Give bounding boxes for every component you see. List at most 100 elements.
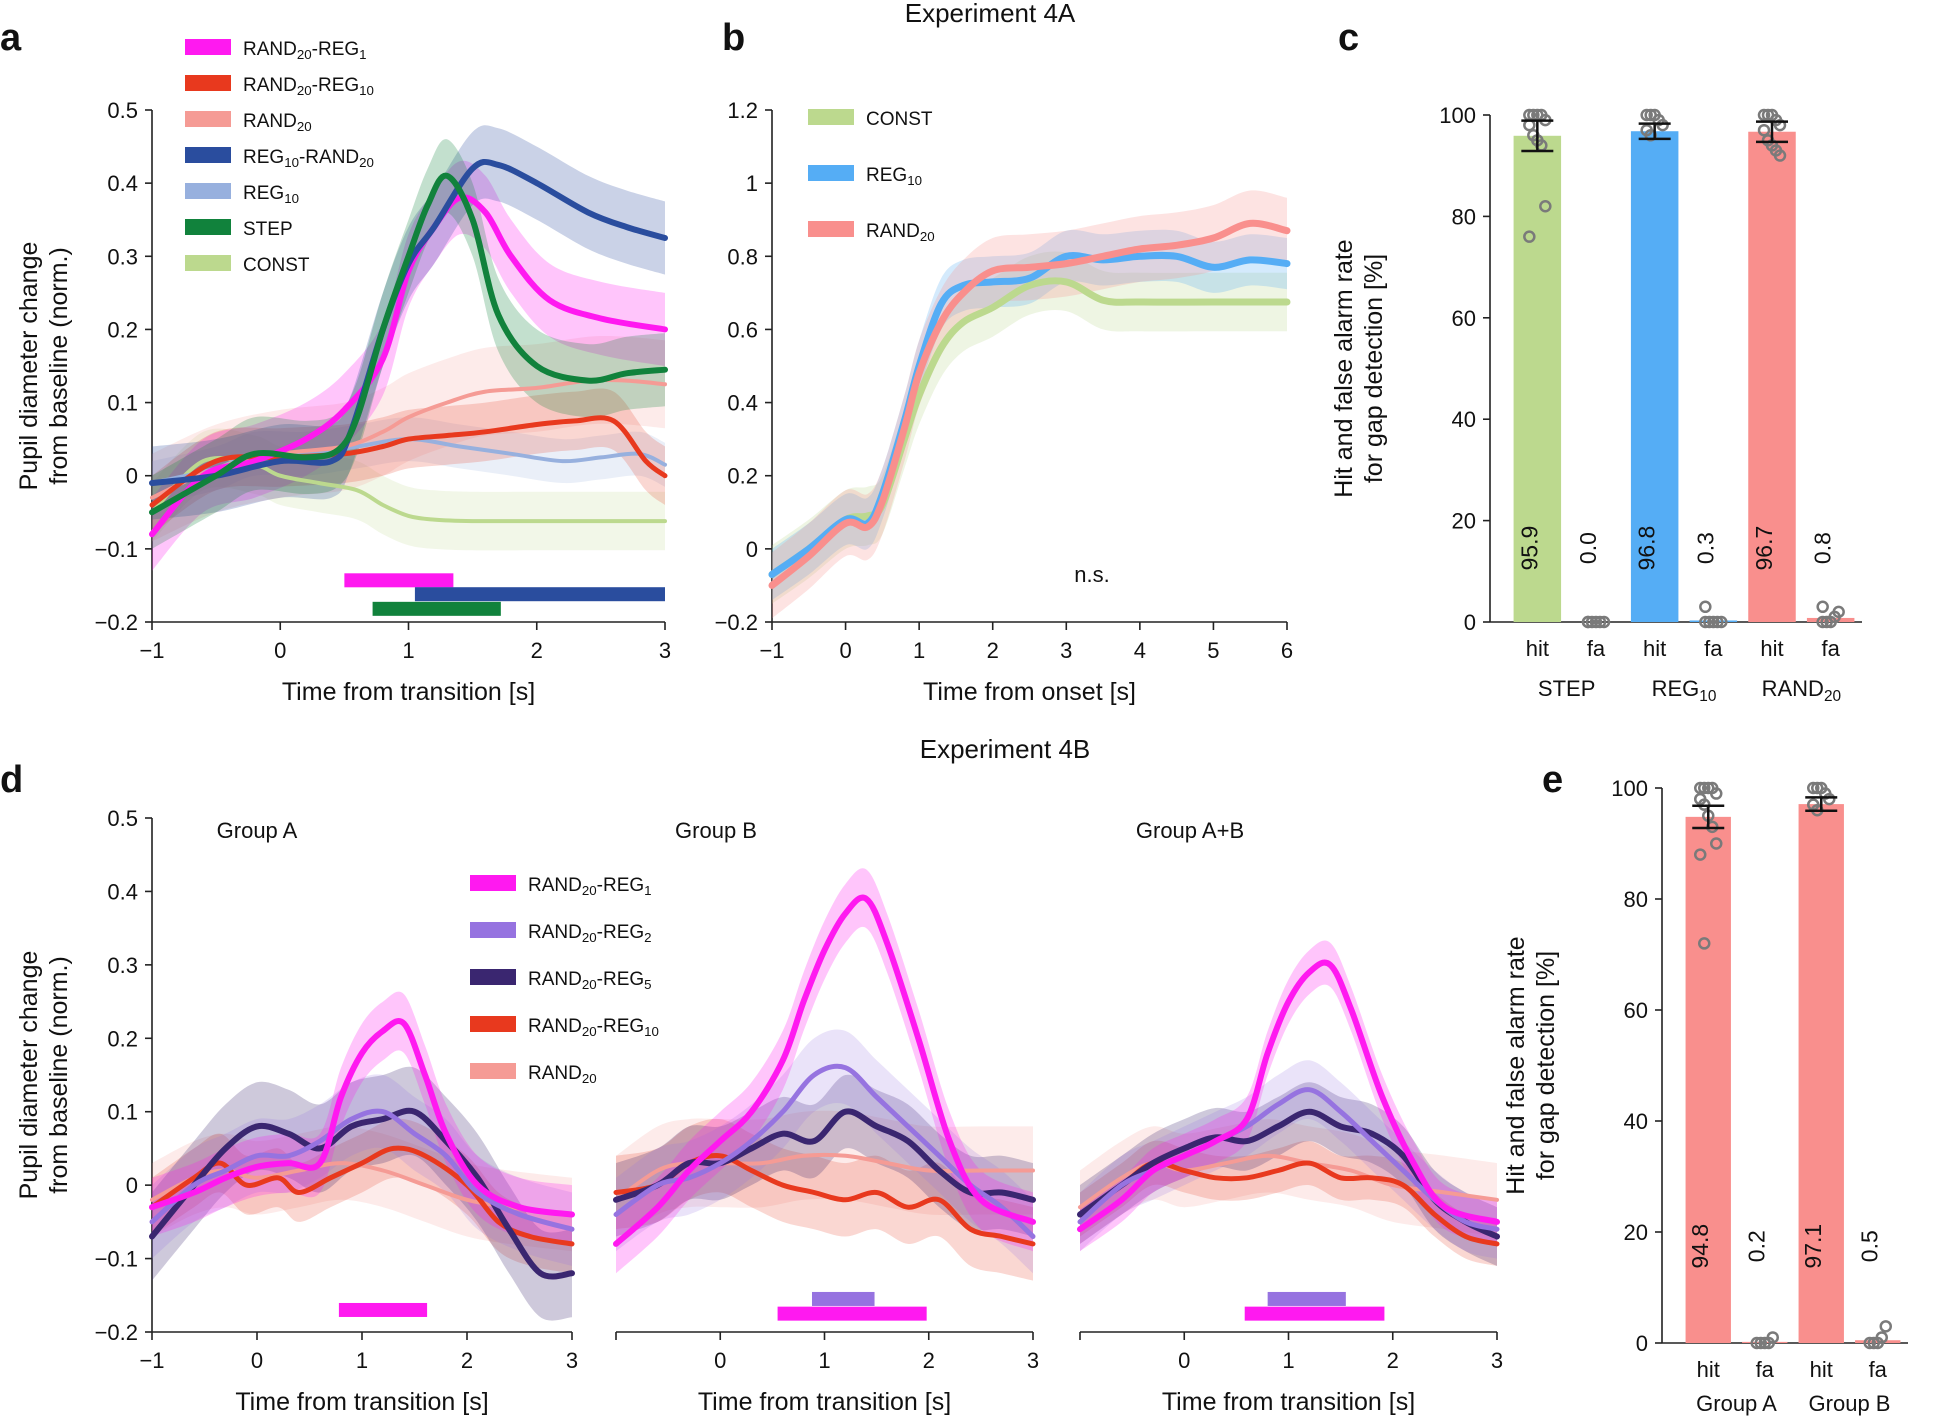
category-label: fa xyxy=(1821,636,1840,661)
y-axis-label: Pupil diameter change xyxy=(15,951,43,1200)
legend-swatch xyxy=(185,39,231,55)
error-band-const xyxy=(772,251,1287,604)
legend-label: REG10 xyxy=(243,183,299,206)
y-tick-label: 20 xyxy=(1624,1220,1648,1245)
legend-label: RAND20-REG1 xyxy=(528,875,652,898)
x-tick-label: 4 xyxy=(1134,638,1146,663)
series-line-rand20-reg5 xyxy=(149,1107,575,1280)
y-tick-label: 0 xyxy=(1636,1331,1648,1356)
subscript: 20 xyxy=(920,229,935,244)
category-label: hit xyxy=(1810,1357,1833,1382)
data-point xyxy=(1710,837,1723,850)
y-tick-label: 0 xyxy=(1464,610,1476,635)
legend-label: STEP xyxy=(243,219,293,240)
data-point xyxy=(1597,615,1611,629)
data-point xyxy=(1589,615,1603,629)
category-label: hit xyxy=(1643,636,1666,661)
legend-swatch xyxy=(470,1063,516,1079)
significance-bar xyxy=(344,573,454,588)
category-label: hit xyxy=(1697,1357,1720,1382)
y-tick-label: −0.2 xyxy=(715,610,758,635)
legend-label: CONST xyxy=(866,109,933,130)
y-axis-label: Hit and false alarm rate xyxy=(1330,239,1358,497)
data-point xyxy=(1656,118,1669,132)
x-tick-label: −1 xyxy=(759,638,784,663)
chart-panel-a: −0.2 −0.1 0 0.1 0.2 0.3 0.4 0.5 −1 0 1 2 3 Time from … xyxy=(15,39,671,706)
data-point xyxy=(1823,792,1836,806)
label-part: RAND xyxy=(528,1016,582,1037)
chart-panel-d-group-a: −0.2 −0.1 0 0.1 0.2 0.3 0.4 0.5 −1 0 1 2 3 Time from … xyxy=(15,806,659,1416)
category-label: fa xyxy=(1869,1357,1888,1382)
legend-swatch xyxy=(808,221,854,237)
group-label: REG10 xyxy=(1652,676,1717,705)
label-part: RAND xyxy=(528,922,582,943)
label-part: -RAND xyxy=(299,147,359,168)
data-point xyxy=(1694,848,1707,861)
data-point xyxy=(1539,200,1552,213)
data-point xyxy=(1710,787,1723,800)
subscript: 20 xyxy=(297,83,312,98)
x-tick-label: −1 xyxy=(139,638,164,663)
label-part: RAND xyxy=(528,969,582,990)
x-axis-label: Time from transition [s] xyxy=(1162,1388,1415,1416)
x-tick-label: 0 xyxy=(274,638,286,663)
error-band-step xyxy=(152,139,665,549)
legend-swatch xyxy=(808,165,854,181)
significance-bar xyxy=(811,1291,875,1306)
error-band-rand20-reg2 xyxy=(152,1074,572,1266)
y-tick-label: 0.5 xyxy=(107,98,138,123)
category-label: hit xyxy=(1760,636,1783,661)
x-axis-label: Time from transition [s] xyxy=(698,1388,951,1416)
data-point xyxy=(1750,1336,1763,1350)
y-tick-label: 80 xyxy=(1624,887,1648,912)
error-band-reg10 xyxy=(152,417,665,505)
significance-bar xyxy=(372,601,501,616)
error-band-rand20-reg5 xyxy=(152,1066,572,1321)
legend-label: RAND20-REG10 xyxy=(528,1016,659,1039)
data-point xyxy=(1585,615,1599,629)
y-tick-label: 0.4 xyxy=(107,171,138,196)
y-axis-label: from baseline (norm.) xyxy=(45,247,73,485)
data-point xyxy=(1593,615,1607,629)
legend-swatch xyxy=(808,109,854,125)
data-point xyxy=(1702,781,1715,795)
y-axis-label: for gap detection [%] xyxy=(1360,254,1388,483)
experiment-4b-title: Experiment 4B xyxy=(920,734,1091,764)
x-tick-label: 3 xyxy=(1027,1348,1039,1373)
group-label: Group A xyxy=(217,818,298,843)
subscript: 1 xyxy=(359,47,366,62)
significance-bar xyxy=(1267,1291,1346,1306)
y-tick-label: 0.3 xyxy=(107,953,138,978)
y-tick-label: 20 xyxy=(1452,509,1476,534)
y-tick-label: 0 xyxy=(126,1173,138,1198)
subscript: 20 xyxy=(582,977,597,992)
group-label: Group B xyxy=(1809,1391,1891,1416)
error-band-rand20-reg1 xyxy=(152,160,665,571)
data-point xyxy=(1832,605,1845,619)
significance-bar xyxy=(414,587,665,602)
series-line-rand20-reg1 xyxy=(1077,959,1500,1233)
chart-panel-c: 0 20 40 60 80 100 Hit and false alarm rate for … xyxy=(1330,103,1862,705)
subscript: 20 xyxy=(359,155,374,170)
data-point xyxy=(1715,615,1728,629)
data-point xyxy=(1523,230,1536,243)
data-point xyxy=(1699,615,1712,629)
subscript: 20 xyxy=(582,883,597,898)
experiment-4a-title: Experiment 4A xyxy=(905,0,1076,28)
error-band-rand20-reg1 xyxy=(1080,940,1497,1252)
bar-value-label: 94.8 xyxy=(1687,1224,1713,1269)
error-band-rand20-reg10 xyxy=(616,1118,1033,1281)
category-label: hit xyxy=(1526,636,1549,661)
y-tick-label: 100 xyxy=(1611,776,1648,801)
subscript: 20 xyxy=(582,1071,597,1086)
subscript: 5 xyxy=(644,977,651,992)
legend-swatch xyxy=(470,969,516,985)
data-point xyxy=(1758,1336,1771,1350)
subscript: 20 xyxy=(1824,688,1841,705)
subscript: 2 xyxy=(644,930,651,945)
y-tick-label: 1.2 xyxy=(727,98,758,123)
category-label: fa xyxy=(1704,636,1723,661)
label-part: CONST xyxy=(243,255,310,276)
y-tick-label: 0.2 xyxy=(727,464,758,489)
legend-label: RAND20-REG10 xyxy=(243,75,374,98)
